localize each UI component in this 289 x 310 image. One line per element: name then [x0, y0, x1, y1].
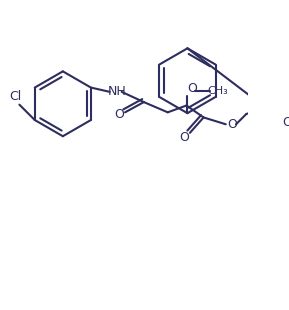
Text: CH₃: CH₃ — [208, 86, 229, 96]
Text: O: O — [282, 116, 289, 129]
Text: NH: NH — [108, 85, 127, 98]
Text: O: O — [187, 82, 197, 95]
Text: O: O — [227, 118, 237, 131]
Text: Cl: Cl — [9, 91, 21, 104]
Text: O: O — [114, 108, 124, 122]
Text: O: O — [179, 131, 189, 144]
